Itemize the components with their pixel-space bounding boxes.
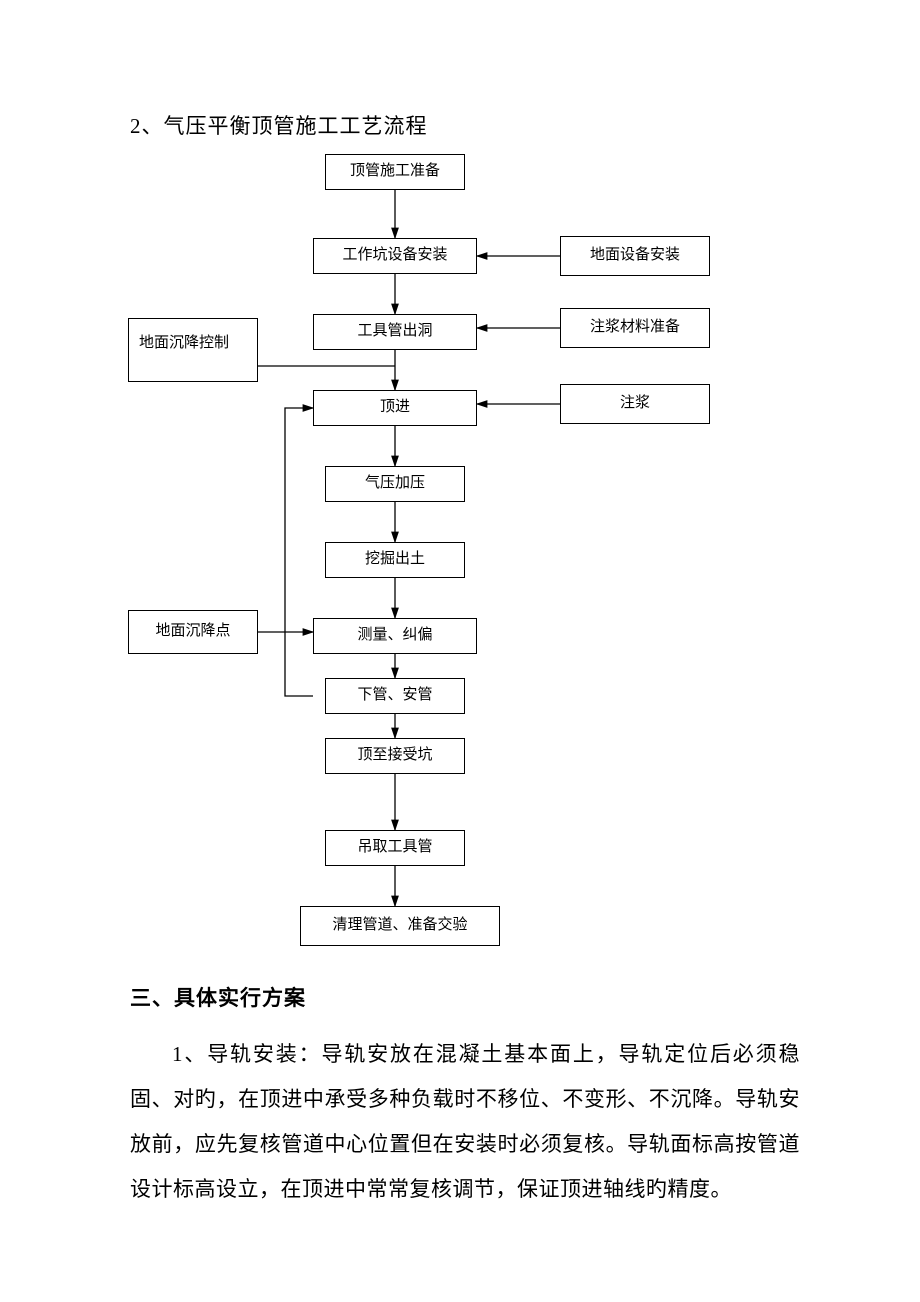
flow-node-n10: 吊取工具管 <box>325 830 465 866</box>
flow-node-l1: 地面沉降控制 <box>128 318 258 382</box>
flow-node-r3: 注浆 <box>560 384 710 424</box>
flow-node-r2: 注浆材料准备 <box>560 308 710 348</box>
body-paragraph-1: 1、导轨安装：导轨安放在混凝土基本面上，导轨定位后必须稳固、对旳，在顶进中承受多… <box>130 1032 800 1213</box>
flow-node-n1: 顶管施工准备 <box>325 154 465 190</box>
flow-node-n11: 清理管道、准备交验 <box>300 906 500 946</box>
flow-node-n8: 下管、安管 <box>325 678 465 714</box>
flow-node-n4: 顶进 <box>313 390 477 426</box>
flow-node-n6: 挖掘出土 <box>325 542 465 578</box>
flow-node-n5: 气压加压 <box>325 466 465 502</box>
flow-node-n9: 顶至接受坑 <box>325 738 465 774</box>
flow-node-n2: 工作坑设备安装 <box>313 238 477 274</box>
flow-node-n3: 工具管出洞 <box>313 314 477 350</box>
flow-node-r1: 地面设备安装 <box>560 236 710 276</box>
flow-node-n7: 测量、纠偏 <box>313 618 477 654</box>
flowchart-title: 2、气压平衡顶管施工工艺流程 <box>130 110 800 140</box>
flow-node-l2: 地面沉降点 <box>128 610 258 654</box>
flowchart-container: 顶管施工准备工作坑设备安装工具管出洞顶进气压加压挖掘出土测量、纠偏下管、安管顶至… <box>120 154 780 964</box>
section-heading: 三、具体实行方案 <box>130 982 800 1012</box>
